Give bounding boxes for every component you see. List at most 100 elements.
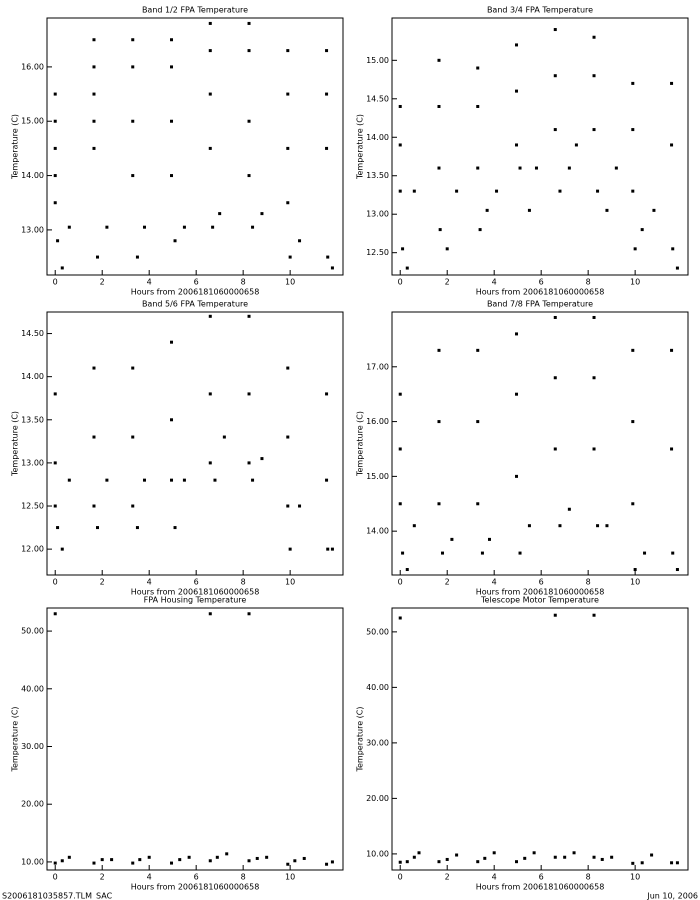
data-point <box>437 104 441 108</box>
panel-title: Band 1/2 FPA Temperature <box>142 6 248 15</box>
data-point <box>631 861 635 865</box>
data-point <box>330 547 334 551</box>
data-point <box>596 524 600 528</box>
data-point <box>553 447 557 451</box>
data-point <box>592 376 596 380</box>
data-point <box>592 315 596 319</box>
data-point <box>485 208 489 212</box>
data-point <box>247 119 251 123</box>
data-point <box>558 189 562 193</box>
data-point <box>325 392 329 396</box>
panel-title: Telescope Motor Temperature <box>480 596 599 605</box>
data-point <box>286 49 290 53</box>
x-tick-label: 0 <box>398 278 403 287</box>
data-point <box>60 859 64 863</box>
data-point <box>325 49 329 53</box>
data-point <box>251 478 255 482</box>
y-tick-label: 30.00 <box>21 742 44 751</box>
y-tick-label: 50.00 <box>366 627 389 636</box>
data-point <box>553 855 557 859</box>
y-tick-label: 14.50 <box>21 329 44 338</box>
plot-frame <box>391 607 689 871</box>
data-point <box>437 420 441 424</box>
panel-title: Band 3/4 FPA Temperature <box>487 6 593 15</box>
data-point <box>247 21 251 25</box>
x-tick-label: 8 <box>241 278 246 287</box>
data-point <box>67 225 71 229</box>
data-point <box>478 228 482 232</box>
data-point <box>558 524 562 528</box>
data-point <box>105 478 109 482</box>
data-point <box>213 478 217 482</box>
data-point <box>131 119 135 123</box>
data-point <box>142 225 146 229</box>
data-point <box>592 35 596 39</box>
data-point <box>437 58 441 62</box>
data-point <box>476 420 480 424</box>
data-point <box>135 255 139 259</box>
data-point <box>592 613 596 617</box>
data-point <box>675 568 679 572</box>
data-point <box>60 547 64 551</box>
data-point <box>445 247 449 251</box>
data-point <box>675 861 679 865</box>
data-point <box>640 228 644 232</box>
data-point <box>633 568 637 572</box>
y-tick-label: 13.00 <box>21 225 44 234</box>
data-point <box>286 504 290 508</box>
x-tick-label: 10 <box>630 578 640 587</box>
x-tick-label: 8 <box>586 578 591 587</box>
data-point <box>208 461 212 465</box>
x-tick-label: 6 <box>539 278 544 287</box>
data-point <box>330 266 334 270</box>
x-tick-label: 4 <box>492 578 497 587</box>
data-point <box>260 457 264 461</box>
data-point <box>631 128 635 132</box>
data-point <box>515 89 519 93</box>
y-tick-label: 10.00 <box>21 857 44 866</box>
y-tick-label: 14.00 <box>366 527 389 536</box>
data-point <box>92 435 96 439</box>
y-axis-label: Temperature (C) <box>356 114 365 180</box>
data-point <box>596 189 600 193</box>
y-tick-label: 12.50 <box>21 502 44 511</box>
data-point <box>631 189 635 193</box>
data-point <box>553 613 557 617</box>
data-point <box>515 332 519 336</box>
data-point <box>110 858 114 862</box>
data-point <box>170 65 174 69</box>
data-point <box>633 247 637 251</box>
data-point <box>574 143 578 147</box>
data-point <box>286 201 290 205</box>
data-point <box>553 128 557 132</box>
data-point <box>247 859 251 863</box>
data-point <box>60 266 64 270</box>
data-point <box>53 201 57 205</box>
data-point <box>405 568 409 572</box>
data-point <box>437 166 441 170</box>
x-tick-label: 0 <box>53 873 58 882</box>
x-tick-label: 8 <box>586 873 591 882</box>
x-axis-label: Hours from 2006181060000658 <box>131 883 260 892</box>
data-point <box>330 860 334 864</box>
data-point <box>131 435 135 439</box>
data-point <box>53 861 57 865</box>
data-point <box>218 212 222 216</box>
data-point <box>652 208 656 212</box>
data-point <box>131 38 135 42</box>
x-tick-label: 2 <box>445 578 450 587</box>
x-tick-label: 2 <box>445 873 450 882</box>
data-point <box>286 366 290 370</box>
plot-frame <box>391 311 689 576</box>
data-point <box>225 852 229 856</box>
y-tick-label: 40.00 <box>366 683 389 692</box>
data-point <box>670 447 674 451</box>
data-point <box>398 143 402 147</box>
data-point <box>518 551 522 555</box>
data-point <box>631 348 635 352</box>
data-point <box>592 447 596 451</box>
data-point <box>412 189 416 193</box>
y-tick-label: 20.00 <box>366 794 389 803</box>
y-tick-label: 50.00 <box>21 627 44 636</box>
